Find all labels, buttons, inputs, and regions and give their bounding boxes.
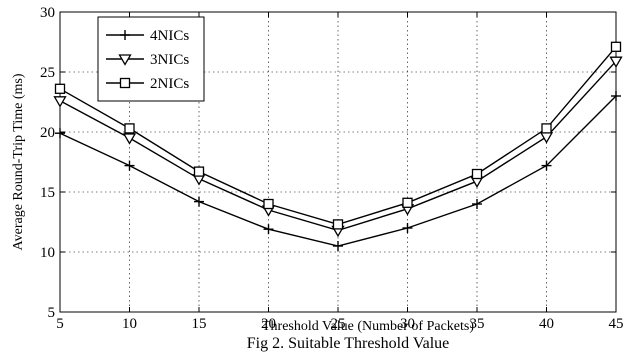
data-point-4nics: [333, 241, 343, 251]
y-tick-label: 15: [40, 185, 55, 201]
y-tick-label: 25: [40, 65, 55, 81]
series-2nics: [54, 41, 622, 230]
y-tick-label: 30: [40, 5, 55, 21]
data-point-4nics: [611, 91, 621, 101]
series-4nics: [55, 91, 621, 251]
data-point-2nics: [541, 123, 552, 134]
figure-caption: Fig 2. Suitable Threshold Value: [247, 335, 450, 352]
data-point-4nics: [263, 224, 274, 235]
data-point-3nics: [609, 56, 623, 68]
data-point-4nics: [55, 128, 65, 139]
x-tick-label: 35: [470, 316, 485, 332]
y-tick-label: 10: [40, 245, 55, 261]
y-tick-label: 5: [48, 305, 56, 321]
x-tick-label: 45: [609, 316, 624, 332]
data-point-2nics: [610, 41, 622, 52]
x-tick-label: 5: [56, 316, 64, 332]
data-point-4nics: [541, 160, 552, 171]
x-tick-label: 10: [122, 316, 137, 332]
data-point-2nics: [471, 168, 483, 180]
data-point-3nics: [539, 132, 554, 144]
y-tick-label: 20: [40, 125, 55, 141]
x-tick-label: 40: [539, 316, 554, 332]
axis-ticks: 5 10 15 20 25 30 35 40 45 5 10 15 20 25 30: [40, 5, 624, 332]
legend-marker: [118, 54, 132, 66]
legend-label: 2NICs: [150, 76, 189, 92]
legend-item-4nics: 4NICs: [106, 28, 189, 44]
x-tick-label: 30: [400, 316, 415, 332]
x-tick-label: 20: [261, 316, 276, 332]
legend-marker: [120, 30, 130, 40]
series-group: [53, 41, 623, 251]
legend-item-3nics: 3NICs: [106, 52, 189, 68]
legend-item-2nics: 2NICs: [106, 76, 189, 92]
x-tick-label: 15: [192, 316, 207, 332]
legend: 4NICs 3NICs 2NICs: [97, 16, 205, 102]
data-point-4nics: [124, 160, 135, 171]
data-point-2nics: [54, 83, 66, 94]
data-point-4nics: [402, 223, 413, 233]
data-point-2nics: [263, 198, 274, 210]
x-axis-label: Threshold Value (Number of Packets): [262, 319, 474, 334]
data-point-2nics: [332, 219, 344, 230]
x-tick-label: 25: [331, 316, 346, 332]
data-point-2nics: [124, 123, 135, 134]
data-point-4nics: [472, 199, 482, 209]
legend-marker: [119, 77, 131, 89]
data-point-3nics: [122, 133, 137, 145]
data-point-3nics: [53, 96, 67, 108]
y-axis-label: Average Round-Trip Time (ms): [11, 73, 26, 250]
data-point-2nics: [402, 197, 413, 208]
legend-label: 4NICs: [150, 28, 189, 44]
legend-label: 3NICs: [150, 52, 189, 68]
data-point-4nics: [194, 196, 204, 207]
data-point-2nics: [193, 166, 205, 177]
